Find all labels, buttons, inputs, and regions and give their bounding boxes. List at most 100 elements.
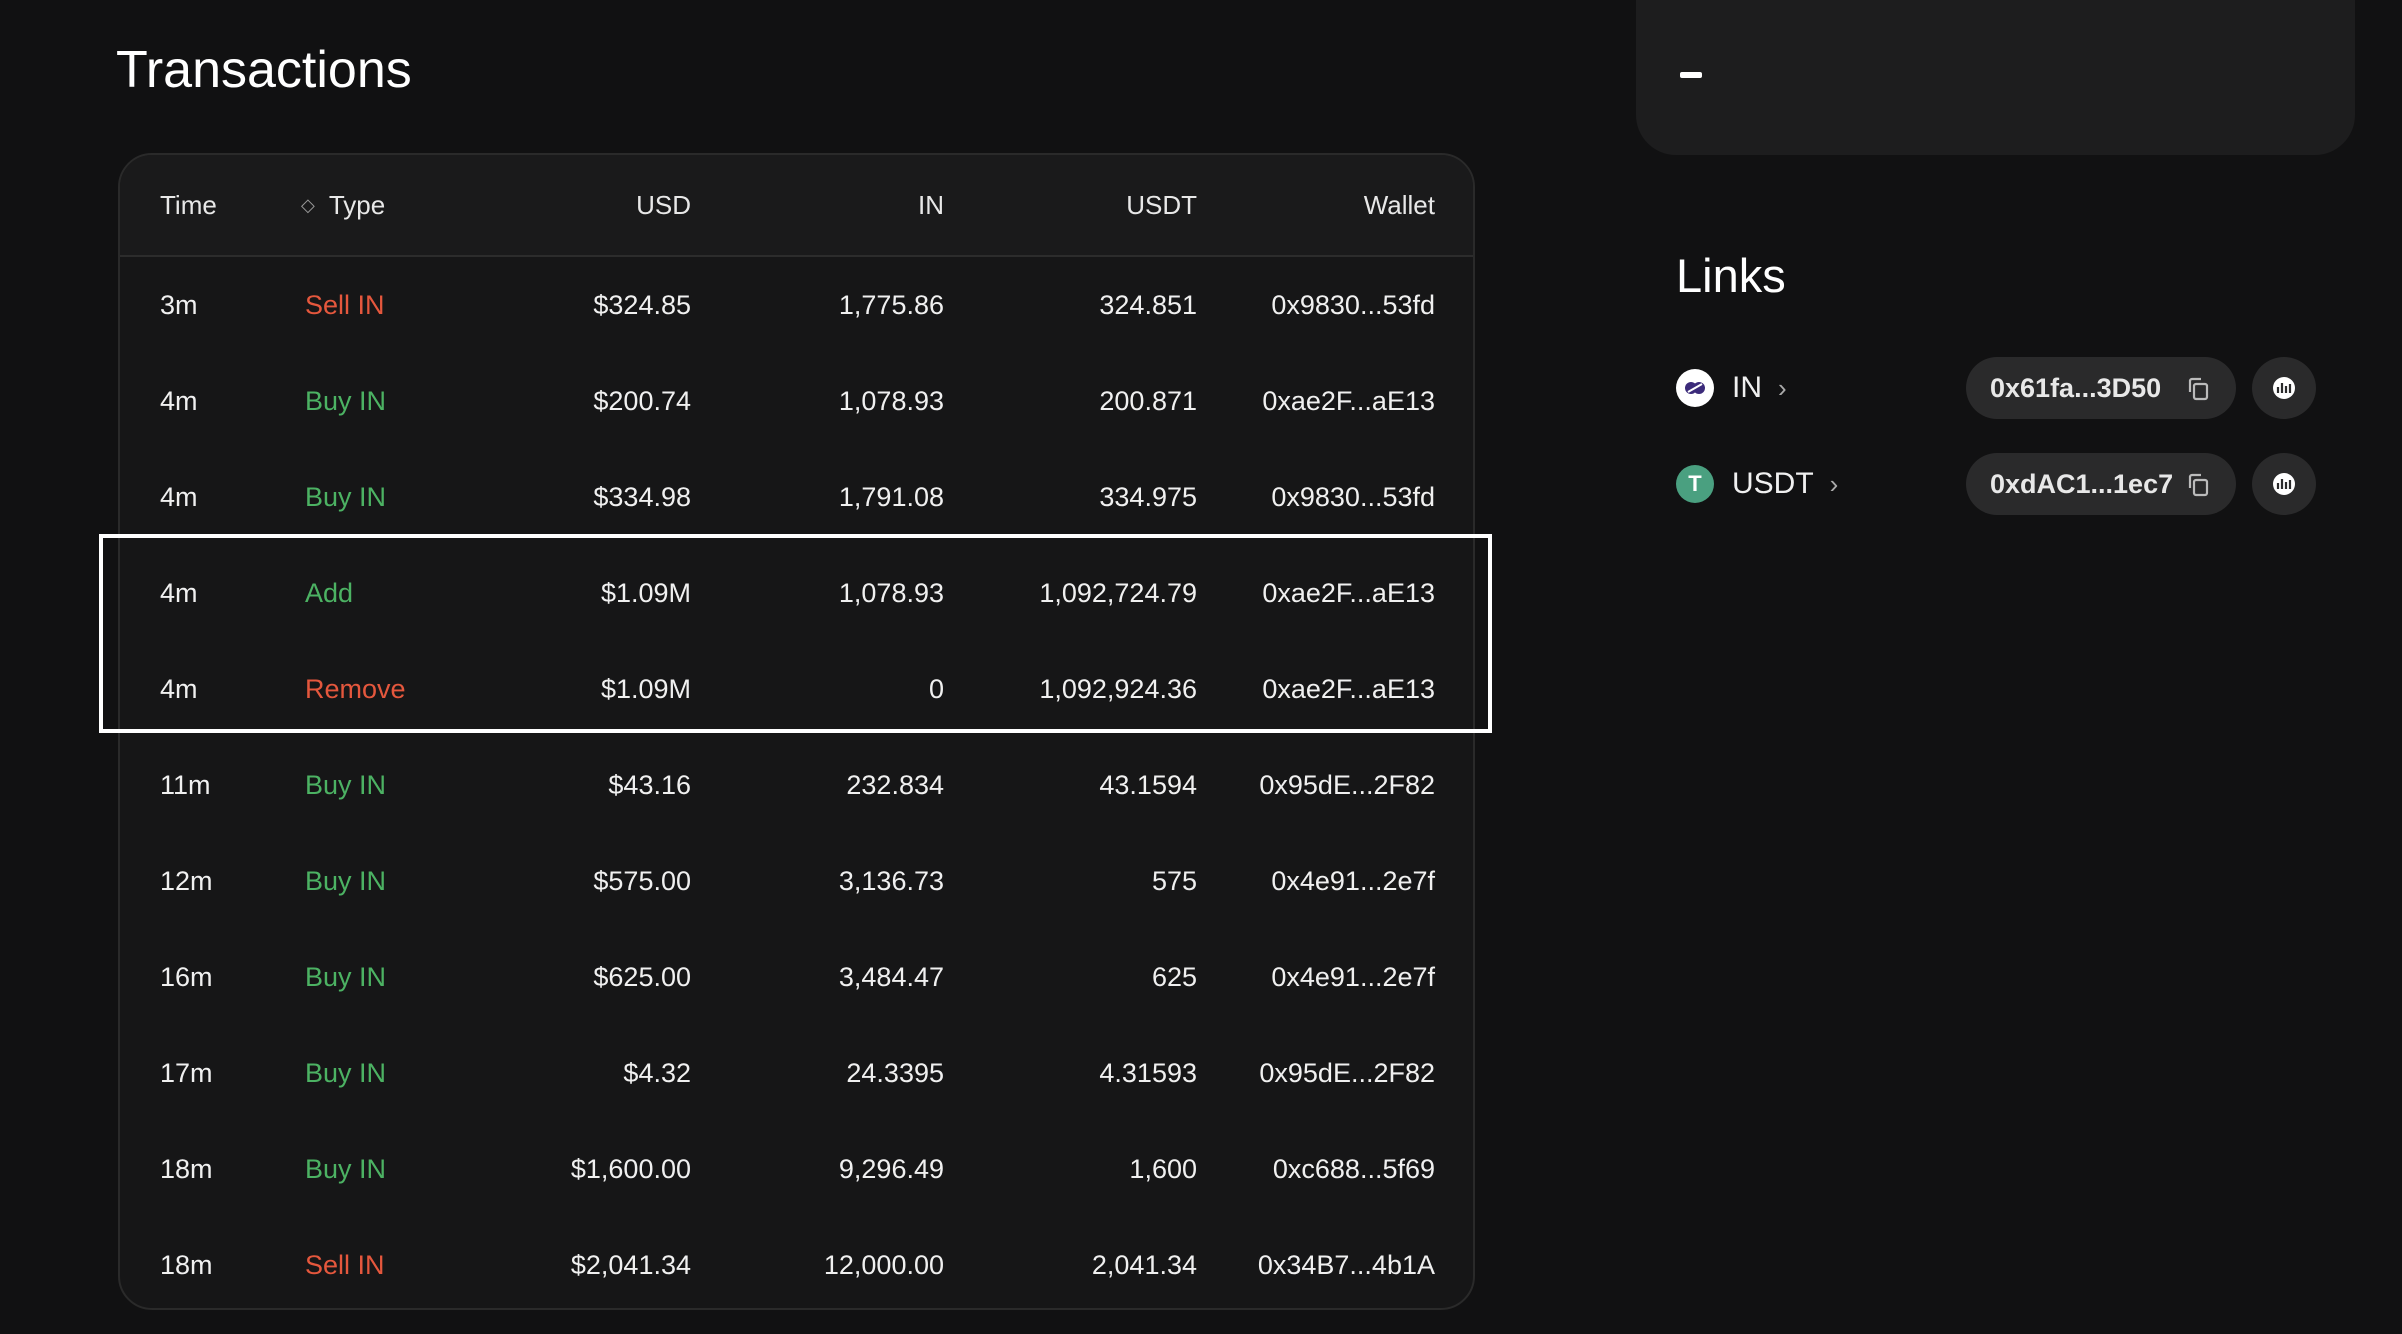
usdt-cell: 4.31593 bbox=[1099, 1057, 1197, 1088]
type-cell: Buy IN bbox=[305, 481, 387, 512]
in-cell: 3,136.73 bbox=[838, 865, 944, 896]
chart-icon bbox=[2273, 377, 2295, 399]
links-title: Links bbox=[1676, 249, 1786, 302]
time-cell: 17m bbox=[160, 1057, 213, 1088]
wallet-cell[interactable]: 0xae2F...aE13 bbox=[1262, 673, 1435, 704]
chart-link-button-usdt[interactable] bbox=[2252, 453, 2316, 515]
usd-cell: $1.09M bbox=[600, 577, 691, 608]
page-title: Transactions bbox=[116, 41, 412, 99]
in-cell: 1,775.86 bbox=[838, 289, 944, 320]
time-cell: 18m bbox=[160, 1249, 213, 1280]
col-in: IN bbox=[918, 189, 944, 220]
table-row[interactable]: 4m Add $1.09M 1,078.93 1,092,724.79 0xae2F...… bbox=[120, 545, 1473, 641]
type-cell: Buy IN bbox=[305, 1057, 387, 1088]
wallet-cell[interactable]: 0x95dE...2F82 bbox=[1259, 1057, 1435, 1088]
usd-cell: $2,041.34 bbox=[570, 1249, 691, 1280]
in-cell: 12,000.00 bbox=[823, 1249, 944, 1280]
wallet-cell[interactable]: 0x9830...53fd bbox=[1271, 289, 1435, 320]
transactions-table: Time ◇ Type USD IN USDT Wallet 3m Sell IN $… bbox=[118, 153, 1475, 1310]
chart-link-button-in[interactable] bbox=[2252, 357, 2316, 419]
table-row[interactable]: 17m Buy IN $4.32 24.3395 4.31593 0x95dE...2F8… bbox=[120, 1025, 1473, 1121]
time-cell: 4m bbox=[160, 385, 198, 416]
table-row[interactable]: 18m Sell IN $2,041.34 12,000.00 2,041.34 0x34… bbox=[120, 1217, 1473, 1308]
in-cell: 1,791.08 bbox=[838, 481, 944, 512]
stat-value bbox=[1680, 72, 1702, 78]
in-cell: 9,296.49 bbox=[838, 1153, 944, 1184]
usd-cell: $200.74 bbox=[593, 385, 691, 416]
chevron-right-icon: › bbox=[1778, 372, 1787, 403]
in-cell: 3,484.47 bbox=[838, 961, 944, 992]
usdt-cell: 625 bbox=[1151, 961, 1197, 992]
type-cell: Buy IN bbox=[305, 865, 387, 896]
link-name-in[interactable]: IN › bbox=[1732, 357, 1787, 419]
table-row[interactable]: 18m Buy IN $1,600.00 9,296.49 1,600 0xc688...… bbox=[120, 1121, 1473, 1217]
type-cell: Sell IN bbox=[305, 289, 385, 320]
wallet-cell[interactable]: 0x4e91...2e7f bbox=[1271, 961, 1435, 992]
in-cell: 232.834 bbox=[846, 769, 944, 800]
address-pill-usdt[interactable]: 0xdAC1...1ec7 bbox=[1966, 453, 2236, 515]
usd-cell: $1,600.00 bbox=[570, 1153, 691, 1184]
address-text: 0x61fa...3D50 bbox=[1990, 372, 2162, 403]
col-type[interactable]: ◇ Type bbox=[301, 155, 386, 255]
col-time[interactable]: Time bbox=[160, 189, 217, 220]
type-cell: Buy IN bbox=[305, 769, 387, 800]
copy-icon[interactable] bbox=[2186, 376, 2212, 402]
copy-icon[interactable] bbox=[2186, 472, 2212, 498]
usdt-cell: 334.975 bbox=[1099, 481, 1197, 512]
address-text: 0xdAC1...1ec7 bbox=[1990, 468, 2174, 499]
col-usd: USD bbox=[636, 189, 691, 220]
time-cell: 4m bbox=[160, 481, 198, 512]
usdt-cell: 1,092,924.36 bbox=[1039, 673, 1197, 704]
time-cell: 4m bbox=[160, 673, 198, 704]
type-cell: Buy IN bbox=[305, 961, 387, 992]
chart-icon bbox=[2273, 473, 2295, 495]
in-cell: 0 bbox=[928, 673, 944, 704]
table-row[interactable]: 4m Buy IN $334.98 1,791.08 334.975 0x9830...5… bbox=[120, 449, 1473, 545]
table-row[interactable]: 12m Buy IN $575.00 3,136.73 575 0x4e91...2e7f bbox=[120, 833, 1473, 929]
usdt-cell: 43.1594 bbox=[1099, 769, 1197, 800]
chevron-right-icon: › bbox=[1829, 468, 1839, 499]
wallet-cell[interactable]: 0x9830...53fd bbox=[1271, 481, 1435, 512]
wallet-cell[interactable]: 0x95dE...2F82 bbox=[1259, 769, 1435, 800]
link-row-usdt: T USDT › 0xdAC1...1ec7 bbox=[1676, 453, 2316, 515]
type-cell: Remove bbox=[305, 673, 406, 704]
wallet-cell[interactable]: 0xae2F...aE13 bbox=[1262, 385, 1435, 416]
in-cell: 1,078.93 bbox=[838, 577, 944, 608]
time-cell: 11m bbox=[160, 769, 211, 800]
usdt-cell: 200.871 bbox=[1099, 385, 1197, 416]
address-pill-in[interactable]: 0x61fa...3D50 bbox=[1966, 357, 2236, 419]
wallet-cell[interactable]: 0x4e91...2e7f bbox=[1271, 865, 1435, 896]
col-type-label: Type bbox=[328, 189, 386, 220]
table-row[interactable]: 3m Sell IN $324.85 1,775.86 324.851 0x9830...… bbox=[120, 257, 1473, 353]
table-row[interactable]: 16m Buy IN $625.00 3,484.47 625 0x4e91...2e7f bbox=[120, 929, 1473, 1025]
usdt-cell: 1,600 bbox=[1129, 1153, 1197, 1184]
wallet-cell[interactable]: 0xc688...5f69 bbox=[1272, 1153, 1435, 1184]
wallet-cell[interactable]: 0xae2F...aE13 bbox=[1262, 577, 1435, 608]
link-label: IN bbox=[1732, 371, 1762, 404]
time-cell: 16m bbox=[160, 961, 213, 992]
col-usdt: USDT bbox=[1126, 189, 1197, 220]
sort-icon[interactable]: ◇ bbox=[301, 194, 315, 215]
time-cell: 4m bbox=[160, 577, 198, 608]
in-token-icon bbox=[1676, 369, 1714, 407]
time-cell: 18m bbox=[160, 1153, 213, 1184]
table-row[interactable]: 11m Buy IN $43.16 232.834 43.1594 0x95dE...2F… bbox=[120, 737, 1473, 833]
usd-cell: $334.98 bbox=[593, 481, 691, 512]
usd-cell: $575.00 bbox=[593, 865, 691, 896]
usdt-cell: 1,092,724.79 bbox=[1039, 577, 1197, 608]
table-body: 3m Sell IN $324.85 1,775.86 324.851 0x9830...… bbox=[120, 257, 1473, 1308]
time-cell: 3m bbox=[160, 289, 198, 320]
col-wallet: Wallet bbox=[1363, 189, 1435, 220]
type-cell: Buy IN bbox=[305, 385, 387, 416]
link-name-usdt[interactable]: USDT › bbox=[1732, 453, 1838, 515]
table-row[interactable]: 4m Remove $1.09M 0 1,092,924.36 0xae2F...aE13 bbox=[120, 641, 1473, 737]
link-row-in: IN › 0x61fa...3D50 bbox=[1676, 357, 2316, 419]
usdt-cell: 324.851 bbox=[1099, 289, 1197, 320]
usd-cell: $324.85 bbox=[593, 289, 691, 320]
type-cell: Sell IN bbox=[305, 1249, 385, 1280]
table-row[interactable]: 4m Buy IN $200.74 1,078.93 200.871 0xae2F...a… bbox=[120, 353, 1473, 449]
in-cell: 24.3395 bbox=[846, 1057, 944, 1088]
tether-icon: T bbox=[1676, 465, 1714, 503]
usd-cell: $1.09M bbox=[600, 673, 691, 704]
wallet-cell[interactable]: 0x34B7...4b1A bbox=[1257, 1249, 1435, 1280]
